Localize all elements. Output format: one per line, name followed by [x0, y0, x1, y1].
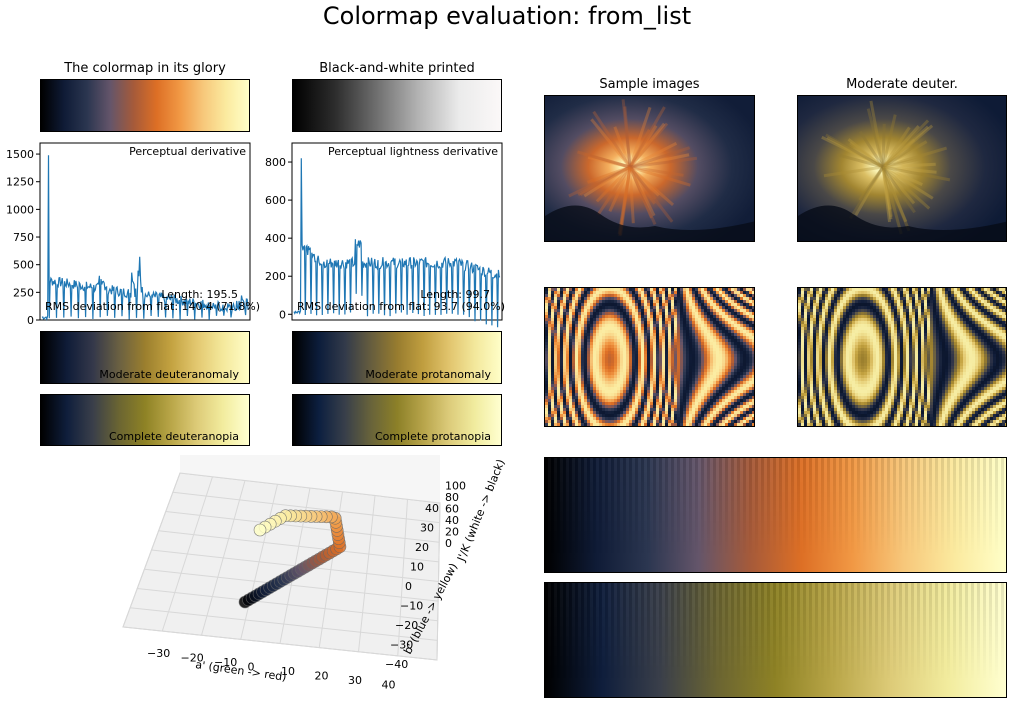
- y-tick-label: −30: [390, 639, 413, 652]
- z-axis-label: J'/K (white -> black): [454, 457, 507, 564]
- y-tick-label: 20: [415, 541, 429, 554]
- x-tick-label: 20: [315, 670, 329, 683]
- x-tick-label: −10: [214, 656, 237, 669]
- x-tick-label: 10: [281, 665, 295, 678]
- colorspace-3d-plot: −30 −20 −10 0 10 20 30 40 −40 −30 −20 −10 0 10 20 30 40 0…: [122, 455, 508, 692]
- stripe-pattern: [545, 458, 1006, 572]
- sample-image-sun: [544, 95, 755, 242]
- protanomaly-label: Moderate protanomaly: [365, 368, 491, 381]
- deuteranomaly-label: Moderate deuteranomaly: [99, 368, 239, 381]
- scatter-point: [253, 523, 267, 537]
- derivative-series-line: [293, 158, 501, 328]
- deuter-image-waves: [797, 287, 1007, 427]
- perceptual-derivative-chart: 0 250 500 750 1000 1250 1500 Perceptual derivat…: [6, 142, 260, 327]
- y-tick-label: 750: [13, 231, 34, 244]
- y-tick-label: 1000: [6, 203, 34, 216]
- length-annotation: Length: 99.7: [420, 288, 490, 301]
- x-tick-label: −30: [147, 647, 170, 660]
- rms-annotation: RMS deviation from flat: 140.4 (71.8%): [45, 300, 260, 313]
- x-axis-label: a' (green -> red): [195, 658, 288, 684]
- y-tick-label: 400: [265, 232, 286, 245]
- y-tick-label: 40: [425, 502, 439, 515]
- y-tick-label: 1500: [6, 148, 34, 161]
- y-tick-label: 30: [420, 522, 434, 535]
- colormap-stripe-test: [544, 457, 1007, 573]
- chart-title: Perceptual derivative: [129, 145, 246, 158]
- deuteranomaly-bar: Moderate deuteranomaly: [40, 331, 250, 384]
- derivative-series-line: [41, 155, 249, 321]
- lightness-derivative-chart: 0 200 400 600 800 Perceptual lightness deriva…: [265, 142, 505, 328]
- x-tick-label: −20: [181, 652, 204, 665]
- y-tick-label: 0: [27, 314, 34, 327]
- z-tick-label: 40: [445, 514, 459, 527]
- glory-title: The colormap in its glory: [64, 61, 226, 76]
- deuter-image-sun: [797, 95, 1007, 242]
- x-tick-label: 0: [248, 661, 255, 674]
- y-tick-label: −10: [400, 600, 423, 613]
- z-tick-label: 0: [445, 537, 452, 550]
- bw-title: Black-and-white printed: [319, 61, 475, 76]
- deuter-title: Moderate deuter.: [846, 77, 958, 92]
- chart-title: Perceptual lightness derivative: [328, 145, 498, 158]
- sample-images-title: Sample images: [599, 77, 700, 92]
- y-tick-label: 250: [13, 286, 34, 299]
- y-tick-label: 200: [265, 270, 286, 283]
- z-tick-label: 20: [445, 526, 459, 539]
- y-tick-label: 500: [13, 259, 34, 272]
- deuteranopia-bar: Complete deuteranopia: [40, 394, 250, 446]
- y-tick-label: 800: [265, 156, 286, 169]
- y-tick-label: 10: [410, 561, 424, 574]
- y-tick-label: 600: [265, 194, 286, 207]
- protanopia-bar: Complete protanopia: [292, 394, 502, 446]
- stripe-pattern: [545, 583, 1006, 697]
- sample-image-waves: [544, 287, 755, 427]
- rms-annotation: RMS deviation from flat: 93.7 (94.0%): [297, 300, 505, 313]
- y-tick-label: 0: [279, 308, 286, 321]
- x-tick-label: 40: [382, 679, 396, 692]
- protanopia-label: Complete protanopia: [374, 430, 491, 443]
- z-tick-label: 60: [445, 503, 459, 516]
- y-tick-label: 0: [405, 580, 412, 593]
- z-tick-label: 100: [445, 480, 466, 493]
- deuter-stripe-test: [544, 582, 1007, 698]
- deuteranopia-label: Complete deuteranopia: [108, 430, 239, 443]
- x-tick-label: 30: [348, 674, 362, 687]
- y-tick-label: 1250: [6, 176, 34, 189]
- page-title: Colormap evaluation: from_list: [322, 2, 692, 30]
- length-annotation: Length: 195.5: [161, 288, 238, 301]
- bw-colormap-bar: [292, 79, 502, 132]
- glory-colormap-bar: [40, 79, 250, 132]
- y-tick-label: −20: [395, 619, 418, 632]
- protanomaly-bar: Moderate protanomaly: [292, 331, 502, 384]
- y-tick-label: −40: [385, 658, 408, 671]
- z-tick-label: 80: [445, 491, 459, 504]
